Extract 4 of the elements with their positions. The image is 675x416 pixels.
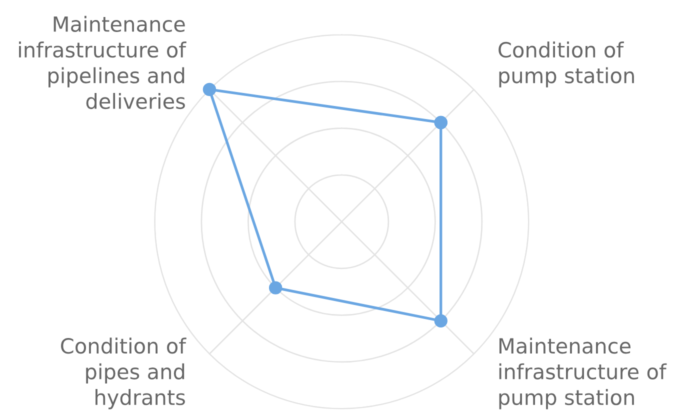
spoke-label: Condition of pipes and hydrants bbox=[61, 338, 186, 410]
spoke-label: Maintenance infrastructure of pump station bbox=[499, 338, 667, 410]
spoke-label: Maintenance infrastructure of pipelines and deliveries bbox=[19, 16, 186, 110]
spoke-label: Condition of pump station bbox=[498, 42, 634, 88]
